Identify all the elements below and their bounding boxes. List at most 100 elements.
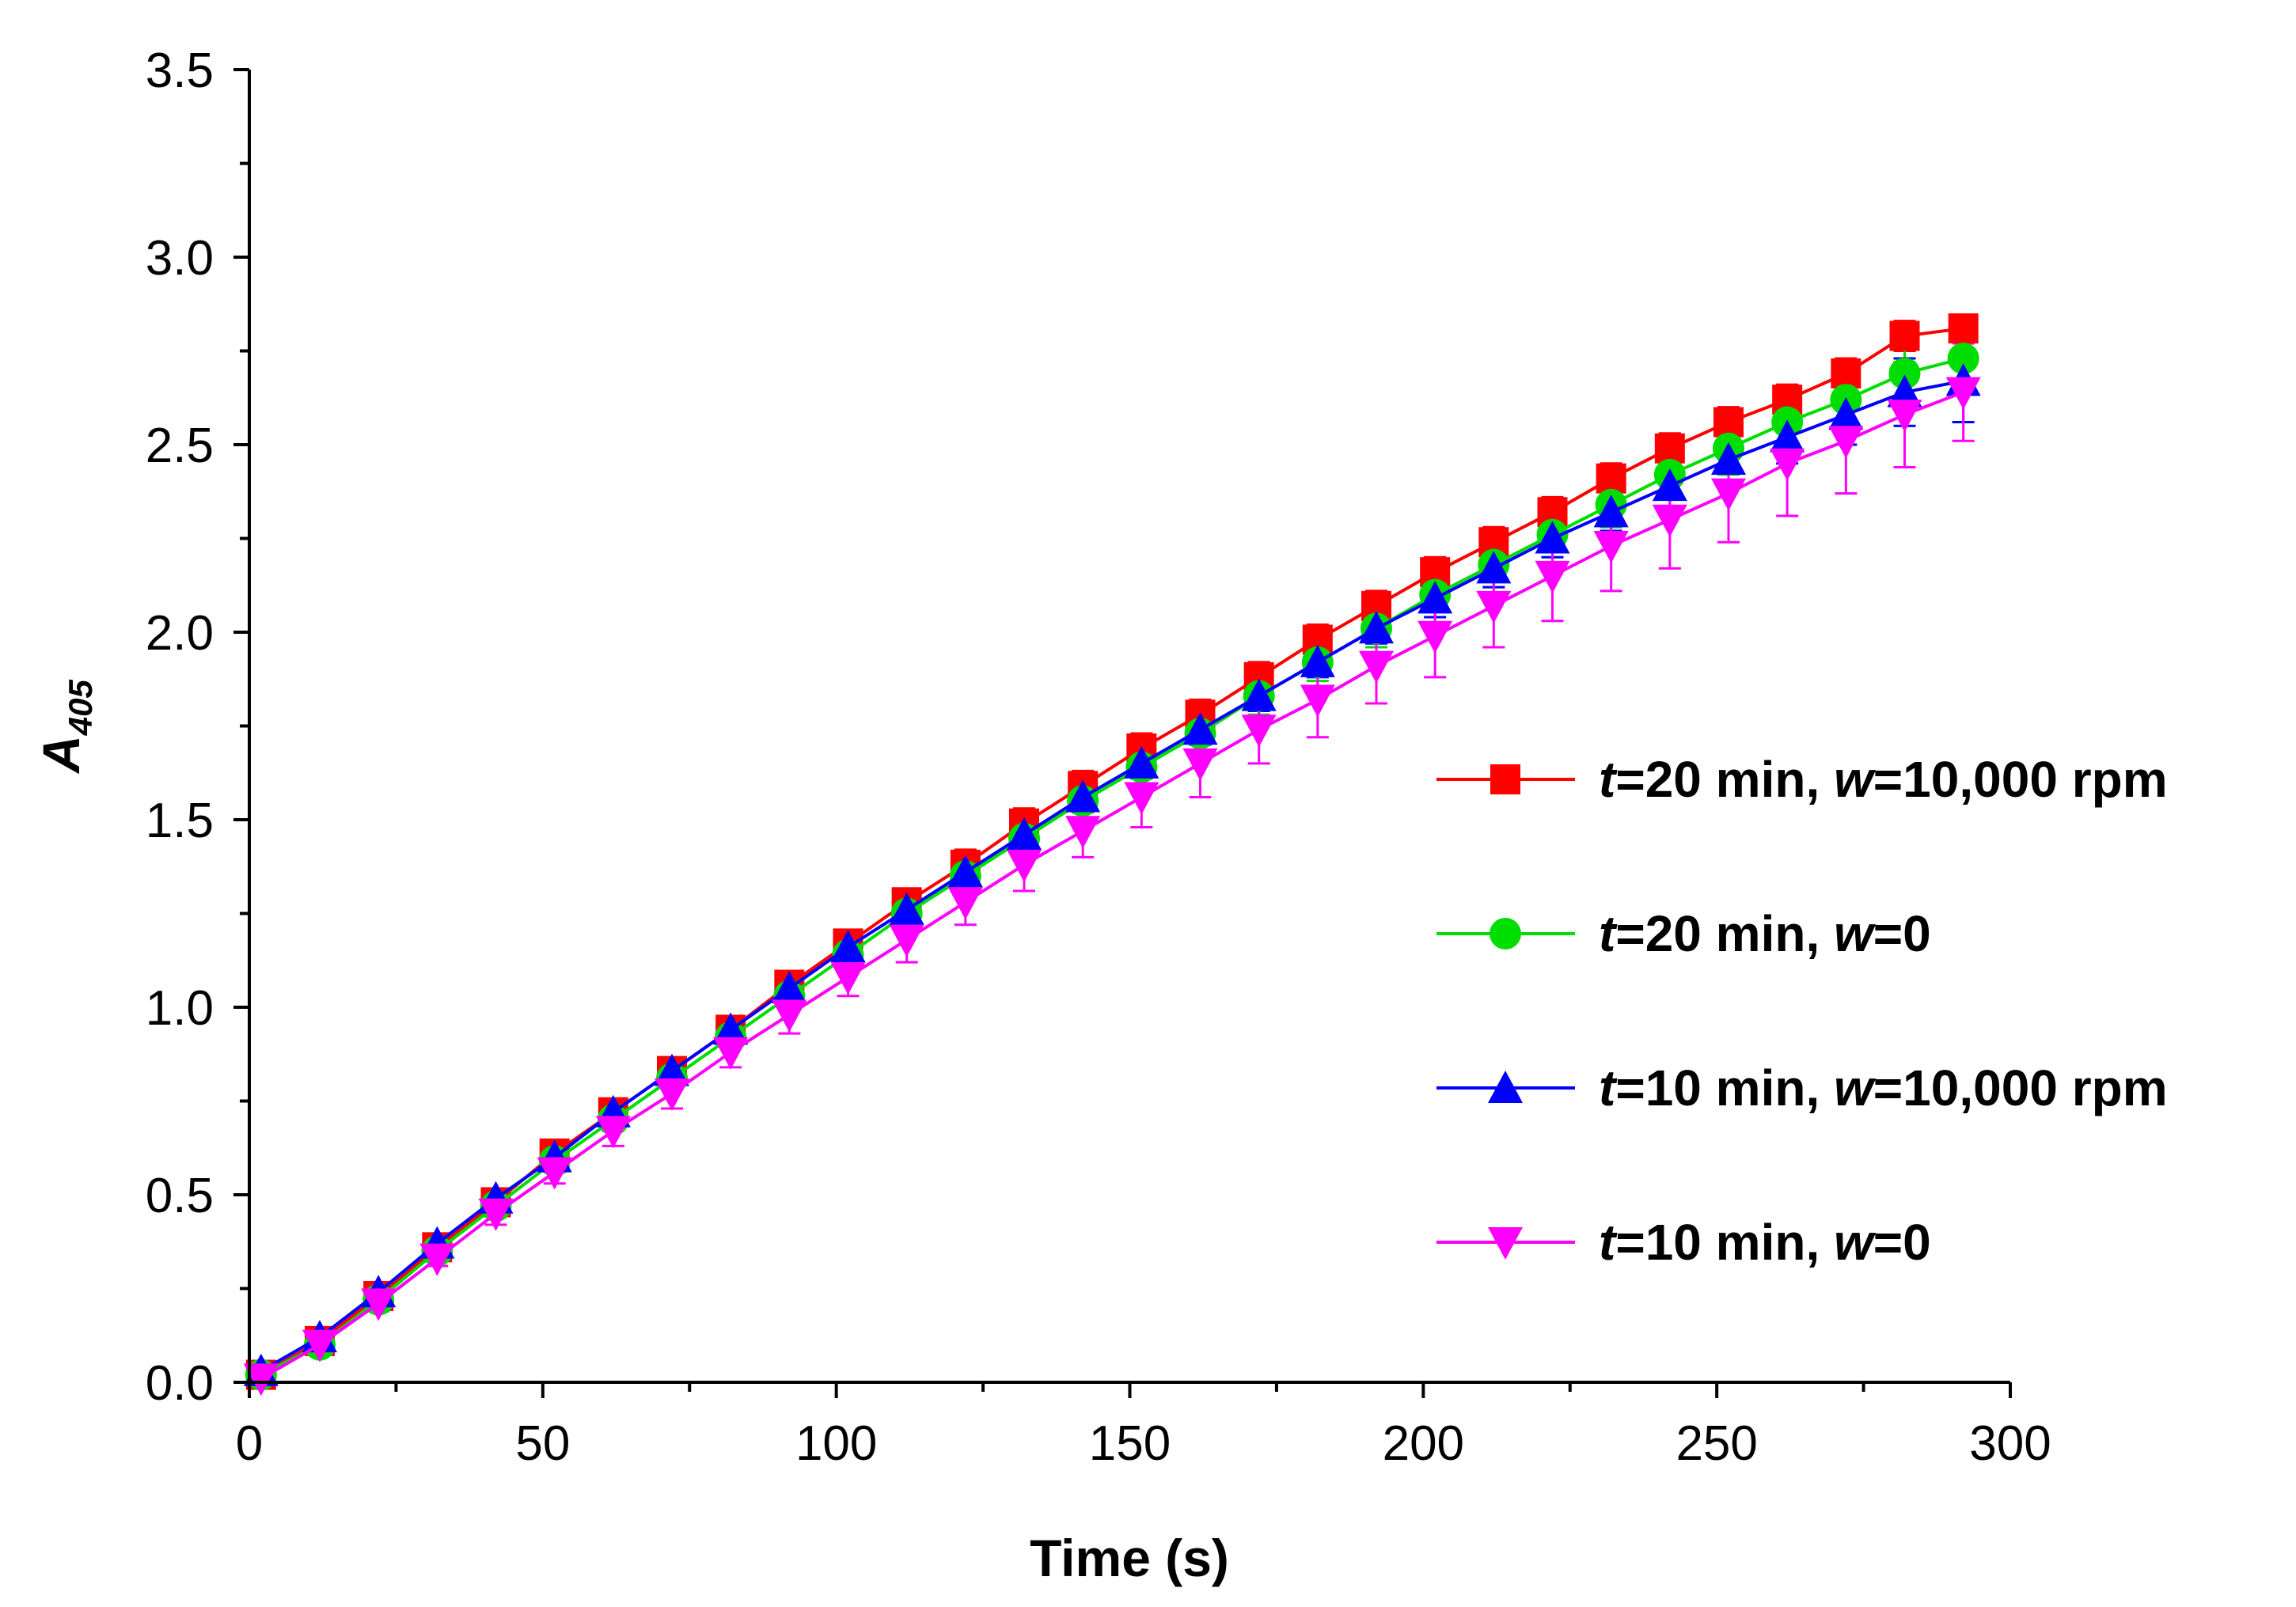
- series-4: [243, 377, 1981, 1397]
- legend-label-part: =0: [1873, 1214, 1931, 1271]
- data-point: [1417, 581, 1453, 614]
- x-tick-label: 300: [1969, 1416, 2051, 1471]
- data-point: [1889, 320, 1920, 351]
- y-tick-label: 1.0: [146, 981, 214, 1036]
- legend-label: t=10 min, w=0: [1599, 1214, 1931, 1271]
- data-point: [537, 1157, 572, 1190]
- data-point: [772, 971, 807, 1004]
- data-point: [1182, 748, 1218, 781]
- data-point: [1124, 782, 1159, 815]
- data-point: [1241, 714, 1277, 748]
- legend-label-part: w: [1834, 1214, 1877, 1271]
- data-point: [1359, 650, 1394, 684]
- data-point: [1359, 611, 1394, 644]
- data-point: [1652, 504, 1687, 537]
- data-point: [1713, 407, 1744, 438]
- y-tick-label: 3.0: [146, 231, 214, 286]
- data-point: [1417, 620, 1453, 654]
- data-point: [1945, 377, 1981, 410]
- legend-label: t=20 min, w=10,000 rpm: [1599, 751, 2168, 808]
- data-point: [243, 1363, 279, 1397]
- legend-marker: [1490, 764, 1520, 794]
- legend-label-part: w: [1834, 1059, 1877, 1116]
- data-point: [478, 1198, 514, 1231]
- data-point: [713, 1037, 749, 1070]
- legend-label-part: =0: [1873, 905, 1931, 962]
- data-point: [655, 1053, 689, 1086]
- tick-labels: 0 50 100 150 200 250 300 0.0 0.5 1.0 1.5 2.0 2.5 3.0 3…: [146, 44, 2051, 1471]
- data-point: [1007, 849, 1042, 882]
- data-point: [1182, 712, 1218, 745]
- data-point: [1711, 478, 1746, 511]
- data-point: [947, 887, 983, 920]
- legend-label-part: =10 min,: [1615, 1214, 1834, 1271]
- data-point: [1300, 644, 1335, 677]
- legend-label-part: =10,000 rpm: [1873, 1059, 2168, 1116]
- legend-label-part: t: [1599, 1059, 1618, 1116]
- data-point: [1654, 433, 1685, 464]
- ticks: [233, 68, 2012, 1398]
- data-point: [1535, 521, 1570, 554]
- data-point: [1831, 358, 1861, 388]
- data-point: [947, 855, 983, 888]
- legend-marker: [1490, 918, 1521, 949]
- legend-label-part: t: [1599, 751, 1618, 808]
- legend-label-part: =20 min,: [1615, 751, 1834, 808]
- legend-label-part: =10 min,: [1615, 1059, 1834, 1116]
- x-tick-label: 150: [1089, 1416, 1171, 1471]
- x-tick-label: 0: [236, 1416, 263, 1471]
- legend-item: t=20 min, w=10,000 rpm: [1436, 751, 2168, 808]
- y-tick-label: 0.5: [146, 1169, 214, 1223]
- data-point: [361, 1288, 397, 1321]
- data-point: [1300, 684, 1335, 718]
- legend-item: t=20 min, w=0: [1436, 905, 1931, 962]
- y-tick-label: 2.5: [146, 419, 214, 473]
- y-axis-title-subscript: 405: [62, 679, 99, 736]
- legend-label-part: t: [1599, 905, 1618, 962]
- data-point: [830, 962, 866, 995]
- data-point: [889, 892, 924, 925]
- data-point: [713, 1012, 749, 1045]
- data-point: [1947, 342, 1979, 374]
- y-axis-title-main: A: [32, 735, 90, 775]
- y-axis-title: A405: [32, 679, 99, 774]
- data-point: [1888, 357, 1921, 389]
- data-point: [1593, 495, 1629, 528]
- data-point: [772, 999, 807, 1033]
- data-point: [1065, 816, 1101, 849]
- y-tick-label: 2.0: [146, 606, 214, 661]
- x-tick-label: 200: [1383, 1416, 1464, 1471]
- legend-label-part: t: [1599, 1214, 1618, 1271]
- data-point: [1887, 400, 1922, 433]
- legend-label: t=10 min, w=10,000 rpm: [1599, 1059, 2168, 1116]
- legend-marker: [1488, 1071, 1523, 1103]
- data-point: [1828, 426, 1864, 459]
- data-point: [1828, 397, 1864, 430]
- data-point: [1124, 745, 1159, 779]
- data-point: [1652, 468, 1687, 502]
- y-tick-label: 1.5: [146, 794, 214, 848]
- data-point: [1065, 779, 1101, 813]
- legend-label-part: =10,000 rpm: [1873, 751, 2168, 808]
- legend-label-part: =20 min,: [1615, 905, 1834, 962]
- data-point: [1948, 313, 1979, 344]
- data-point: [1596, 463, 1626, 494]
- data-point: [1770, 448, 1805, 481]
- legend-marker: [1488, 1227, 1523, 1260]
- data-point: [1711, 442, 1746, 475]
- y-tick-label: 0.0: [146, 1356, 214, 1411]
- x-tick-label: 50: [515, 1416, 570, 1471]
- x-tick-label: 250: [1676, 1416, 1757, 1471]
- data-point: [1476, 590, 1512, 623]
- data-point: [830, 930, 866, 963]
- data-point: [1241, 678, 1277, 711]
- data-point: [1887, 374, 1922, 407]
- data-point: [595, 1116, 631, 1149]
- legend-item: t=10 min, w=10,000 rpm: [1436, 1059, 2168, 1116]
- data-point: [1007, 817, 1042, 850]
- x-tick-label: 100: [795, 1416, 877, 1471]
- y-tick-label: 3.5: [146, 44, 214, 98]
- x-axis-title: Time (s): [1030, 1529, 1229, 1587]
